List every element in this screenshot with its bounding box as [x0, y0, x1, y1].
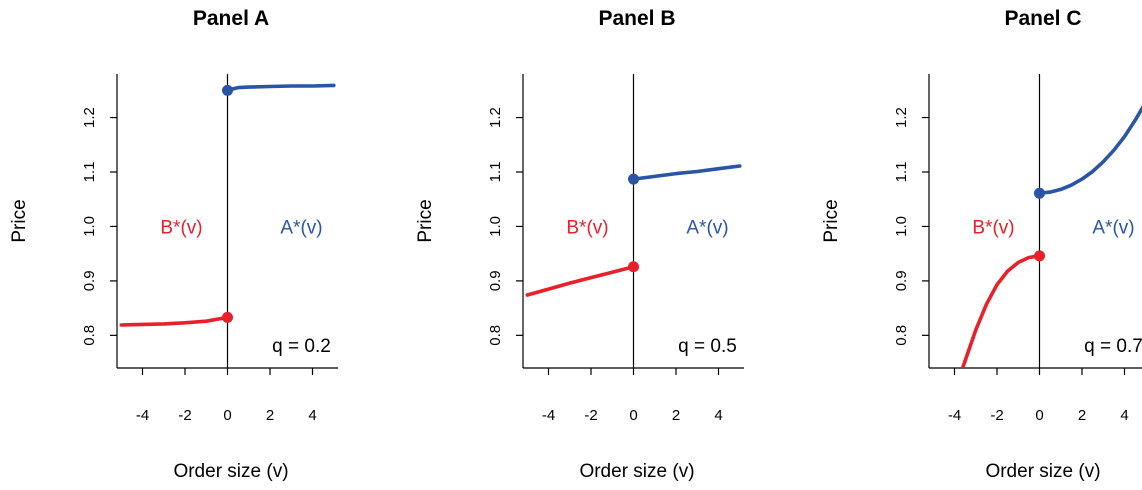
bid-curve-label: B*(v) [972, 217, 1014, 238]
y-tick-label: 1.0 [81, 216, 98, 237]
x-tick-label: 4 [714, 407, 722, 424]
bid-endpoint-dot [628, 261, 639, 273]
panel-title: Panel C [1004, 7, 1081, 30]
bid-curve [961, 254, 1042, 368]
y-tick-label: 1.2 [487, 107, 504, 128]
ask-curve [225, 83, 336, 93]
x-tick-label: 4 [1120, 407, 1128, 424]
bid-endpoint-dot [222, 311, 233, 323]
bid-curve-label: B*(v) [160, 217, 202, 238]
x-tick-label: 0 [223, 407, 231, 424]
ask-curve [1037, 105, 1142, 195]
x-axis-label: Order size (v) [173, 461, 288, 482]
y-tick-label: 0.9 [893, 270, 910, 291]
x-tick-label: 2 [672, 407, 680, 424]
y-axis-label: Price [9, 199, 30, 242]
ask-endpoint-dot [222, 84, 233, 96]
x-tick-label: -2 [178, 407, 191, 424]
x-tick-label: 2 [266, 407, 274, 424]
bid-endpoint-dot [1034, 250, 1045, 262]
x-tick-label: -4 [542, 407, 555, 424]
x-axis-label: Order size (v) [579, 461, 694, 482]
x-tick-label: -4 [136, 407, 149, 424]
x-tick-label: -2 [584, 407, 597, 424]
panel-title: Panel B [598, 7, 675, 30]
x-tick-label: -2 [990, 407, 1003, 424]
y-tick-label: 1.1 [487, 162, 504, 183]
ask-curve [631, 164, 742, 181]
y-tick-label: 1.1 [893, 162, 910, 183]
y-tick-label: 1.2 [893, 107, 910, 128]
y-axis-label: Price [821, 199, 842, 242]
x-tick-label: 2 [1078, 407, 1086, 424]
panel-a: Panel A -4 -2 0 2 4 0.8 0.9 1.0 1.1 1.2 Order size … [9, 7, 338, 482]
y-tick-label: 1.0 [893, 216, 910, 237]
x-tick-label: -4 [948, 407, 961, 424]
ask-endpoint-dot [1034, 187, 1045, 199]
y-tick-label: 1.1 [81, 162, 98, 183]
bid-curve [525, 264, 636, 297]
x-axis-label: Order size (v) [985, 461, 1100, 482]
x-tick-label: 4 [308, 407, 316, 424]
y-axis-label: Price [415, 199, 436, 242]
bid-curve-label: B*(v) [566, 217, 608, 238]
y-tick-label: 0.9 [81, 270, 98, 291]
bid-curve [119, 315, 230, 327]
y-tick-label: 1.0 [487, 216, 504, 237]
ask-endpoint-dot [628, 173, 639, 185]
q-value-label: q = 0.7 [1084, 336, 1142, 357]
panel-c: Panel C -4 -2 0 2 4 0.8 0.9 1.0 1.1 1.2 Order size … [821, 7, 1142, 482]
y-tick-label: 0.8 [893, 325, 910, 346]
ask-curve-label: A*(v) [280, 217, 322, 238]
q-value-label: q = 0.2 [272, 336, 331, 357]
y-tick-label: 0.8 [81, 325, 98, 346]
y-tick-label: 1.2 [81, 107, 98, 128]
x-tick-label: 0 [1035, 407, 1043, 424]
y-tick-label: 0.9 [487, 270, 504, 291]
ask-curve-label: A*(v) [686, 217, 728, 238]
x-tick-label: 0 [629, 407, 637, 424]
q-value-label: q = 0.5 [678, 336, 737, 357]
panel-title: Panel A [193, 7, 269, 30]
panel-b: Panel B -4 -2 0 2 4 0.8 0.9 1.0 1.1 1.2 Order size … [415, 7, 744, 482]
ask-curve-label: A*(v) [1092, 217, 1134, 238]
y-tick-label: 0.8 [487, 325, 504, 346]
